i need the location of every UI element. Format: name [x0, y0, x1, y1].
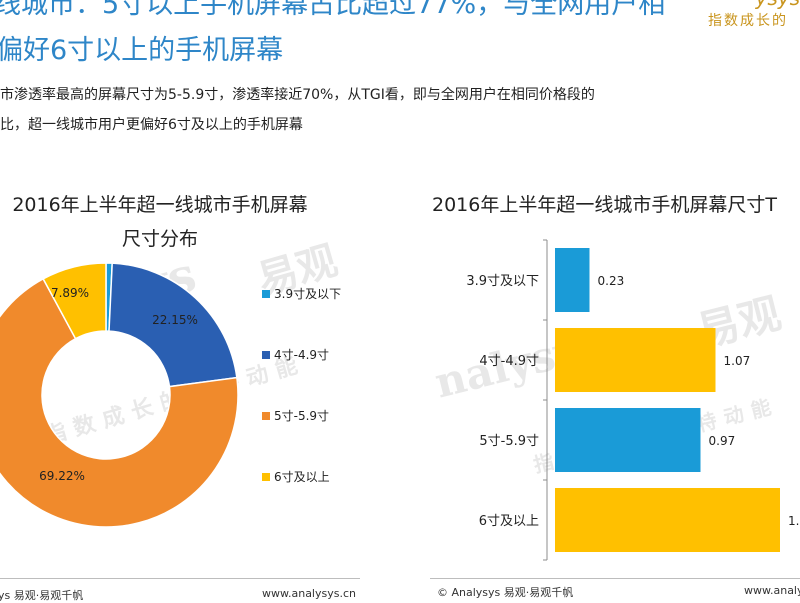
legend-label-3: 5寸-5.9寸	[274, 409, 329, 423]
pie-slice-2	[108, 262, 238, 388]
page-title-line1: 线城市：5寸以上手机屏幕占比超过77%，与全网用户相	[0, 0, 666, 20]
pie-slice-3	[0, 277, 239, 528]
description-line2: 比，超一线城市用户更偏好6寸及以上的手机屏幕	[0, 117, 303, 133]
bar-4	[555, 488, 780, 552]
legend-swatch-1	[262, 290, 270, 298]
bar-category-label-1: 3.9寸及以下	[466, 274, 539, 289]
pie-chart-title-line1: 2016年上半年超一线城市手机屏幕	[12, 194, 308, 216]
legend-swatch-2	[262, 351, 270, 359]
bar-value-label-2: 1.07	[724, 354, 751, 368]
footer-divider-right	[430, 578, 800, 579]
legend-label-1: 3.9寸及以下	[274, 287, 341, 301]
bar-1	[555, 248, 590, 312]
legend-swatch-3	[262, 412, 270, 420]
footer-url-left: www.analysys.cn	[262, 587, 356, 600]
bar-category-label-3: 5寸-5.9寸	[479, 434, 539, 449]
legend-label-4: 6寸及以上	[274, 470, 330, 484]
bar-value-label-4: 1.5	[788, 514, 800, 528]
bar-value-label-1: 0.23	[598, 274, 625, 288]
pie-slice-4	[42, 262, 107, 340]
bar-category-label-2: 4寸-4.9寸	[479, 354, 539, 369]
footer-copyright-left: ys 易观·易观千帆	[0, 589, 84, 602]
bar-2	[555, 328, 716, 392]
legend-swatch-4	[262, 473, 270, 481]
footer-url-right: www.analy	[744, 584, 800, 597]
description-line1: 市渗透率最高的屏幕尺寸为5-5.9寸，渗透率接近70%，从TGI看，即与全网用户…	[0, 87, 595, 103]
legend-label-2: 4寸-4.9寸	[274, 348, 329, 362]
pie-slice-label-2: 22.15%	[152, 313, 198, 327]
page-title-line2: 偏好6寸以上的手机屏幕	[0, 35, 284, 66]
bar-value-label-3: 0.97	[709, 434, 736, 448]
pie-slice-label-3: 69.22%	[39, 469, 85, 483]
footer-divider-left	[0, 578, 360, 579]
brand-tagline: 指数成长的	[708, 13, 788, 29]
bar-3	[555, 408, 701, 472]
footer-copyright-right: © Analysys 易观·易观千帆	[437, 586, 574, 599]
brand-logo-text: ysys	[755, 0, 800, 10]
pie-slice-label-4: 7.89%	[51, 286, 89, 300]
pie-chart-title-line2: 尺寸分布	[121, 228, 198, 250]
bar-chart-title: 2016年上半年超一线城市手机屏幕尺寸T	[432, 194, 777, 216]
bar-category-label-4: 6寸及以上	[479, 514, 539, 529]
